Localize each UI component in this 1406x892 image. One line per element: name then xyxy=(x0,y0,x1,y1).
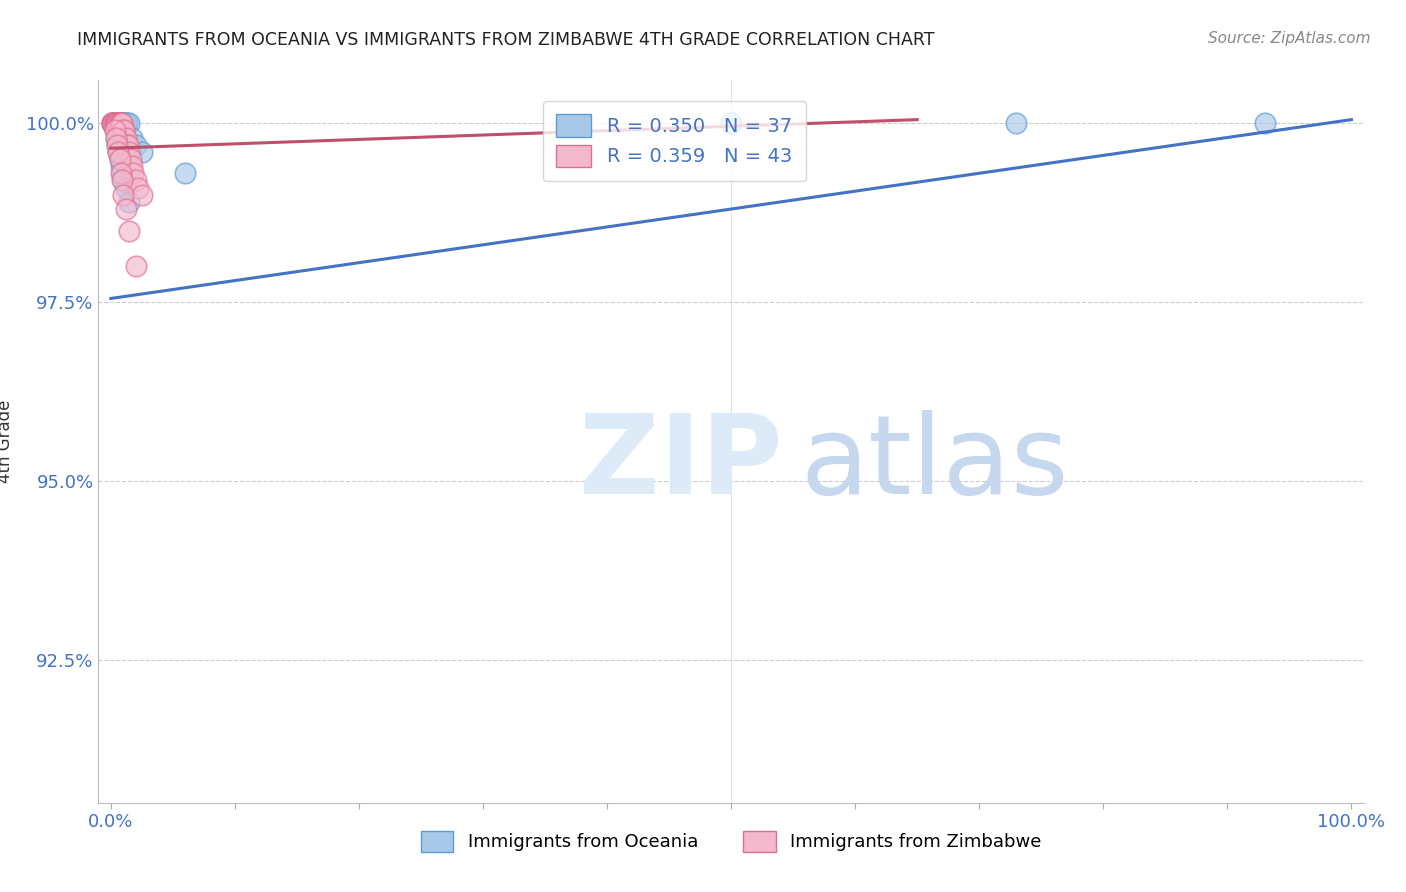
Point xyxy=(104,130,127,145)
Point xyxy=(108,116,131,130)
Point xyxy=(112,116,135,130)
Point xyxy=(174,166,197,180)
Point xyxy=(118,194,141,209)
Point xyxy=(115,137,138,152)
Point xyxy=(108,116,131,130)
Point xyxy=(108,116,131,130)
Point xyxy=(108,116,131,130)
Point xyxy=(104,116,127,130)
Point xyxy=(105,116,128,130)
Point xyxy=(103,116,125,130)
Point xyxy=(111,116,134,130)
Point xyxy=(112,187,135,202)
Point xyxy=(111,166,134,180)
Point xyxy=(118,223,141,237)
Point xyxy=(103,116,125,130)
Point xyxy=(104,116,127,130)
Point xyxy=(110,116,132,130)
Point xyxy=(124,173,146,187)
Point xyxy=(124,260,146,274)
Text: Source: ZipAtlas.com: Source: ZipAtlas.com xyxy=(1208,31,1371,46)
Point xyxy=(127,180,149,194)
Point xyxy=(114,116,136,130)
Point xyxy=(104,116,127,130)
Point xyxy=(112,116,135,130)
Point xyxy=(103,123,125,137)
Point xyxy=(112,173,135,187)
Text: IMMIGRANTS FROM OCEANIA VS IMMIGRANTS FROM ZIMBABWE 4TH GRADE CORRELATION CHART: IMMIGRANTS FROM OCEANIA VS IMMIGRANTS FR… xyxy=(77,31,935,49)
Point xyxy=(131,187,153,202)
Point xyxy=(720,116,742,130)
Point xyxy=(103,116,125,130)
Point xyxy=(118,116,141,130)
Y-axis label: 4th Grade: 4th Grade xyxy=(0,400,14,483)
Point xyxy=(110,116,132,130)
Point xyxy=(104,130,127,145)
Point xyxy=(101,116,124,130)
Point xyxy=(110,159,132,173)
Point xyxy=(101,116,124,130)
Point xyxy=(107,145,129,159)
Point xyxy=(120,152,142,166)
Point xyxy=(107,145,129,159)
Point xyxy=(104,116,127,130)
Point xyxy=(105,116,128,130)
Point xyxy=(114,180,136,194)
Point xyxy=(103,116,125,130)
Point xyxy=(108,152,131,166)
Point xyxy=(105,116,128,130)
Point xyxy=(111,173,134,187)
Point xyxy=(107,116,129,130)
Point xyxy=(101,116,124,130)
Point xyxy=(104,116,127,130)
Point xyxy=(103,116,125,130)
Point xyxy=(114,123,136,137)
Point xyxy=(1253,116,1275,130)
Text: atlas: atlas xyxy=(801,409,1069,516)
Point xyxy=(110,116,132,130)
Point xyxy=(103,116,125,130)
Point xyxy=(105,116,128,130)
Point xyxy=(105,137,128,152)
Point xyxy=(110,166,132,180)
Text: ZIP: ZIP xyxy=(579,409,783,516)
Point xyxy=(122,166,145,180)
Point xyxy=(108,152,131,166)
Point xyxy=(103,123,125,137)
Point xyxy=(1005,116,1028,130)
Point xyxy=(121,159,143,173)
Point xyxy=(103,116,125,130)
Legend: Immigrants from Oceania, Immigrants from Zimbabwe: Immigrants from Oceania, Immigrants from… xyxy=(413,823,1049,859)
Point xyxy=(114,202,136,216)
Point xyxy=(112,123,135,137)
Point xyxy=(131,145,153,159)
Point xyxy=(118,145,141,159)
Point xyxy=(103,116,125,130)
Point xyxy=(124,137,146,152)
Point xyxy=(111,116,134,130)
Point xyxy=(121,130,143,145)
Point xyxy=(103,116,125,130)
Point xyxy=(114,116,136,130)
Point xyxy=(107,116,129,130)
Point xyxy=(107,116,129,130)
Point xyxy=(117,137,139,152)
Point xyxy=(105,137,128,152)
Point xyxy=(114,130,136,145)
Point xyxy=(115,116,138,130)
Point xyxy=(110,116,132,130)
